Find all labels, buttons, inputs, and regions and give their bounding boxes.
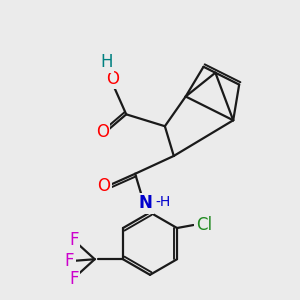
- Text: N: N: [139, 194, 152, 212]
- Text: O: O: [98, 177, 110, 195]
- Text: F: F: [65, 252, 74, 270]
- Text: H: H: [101, 53, 113, 71]
- Text: F: F: [69, 231, 79, 249]
- Text: -H: -H: [156, 195, 171, 209]
- Text: Cl: Cl: [196, 216, 212, 234]
- Text: O: O: [96, 123, 109, 141]
- Text: F: F: [69, 269, 79, 287]
- Text: O: O: [106, 70, 119, 88]
